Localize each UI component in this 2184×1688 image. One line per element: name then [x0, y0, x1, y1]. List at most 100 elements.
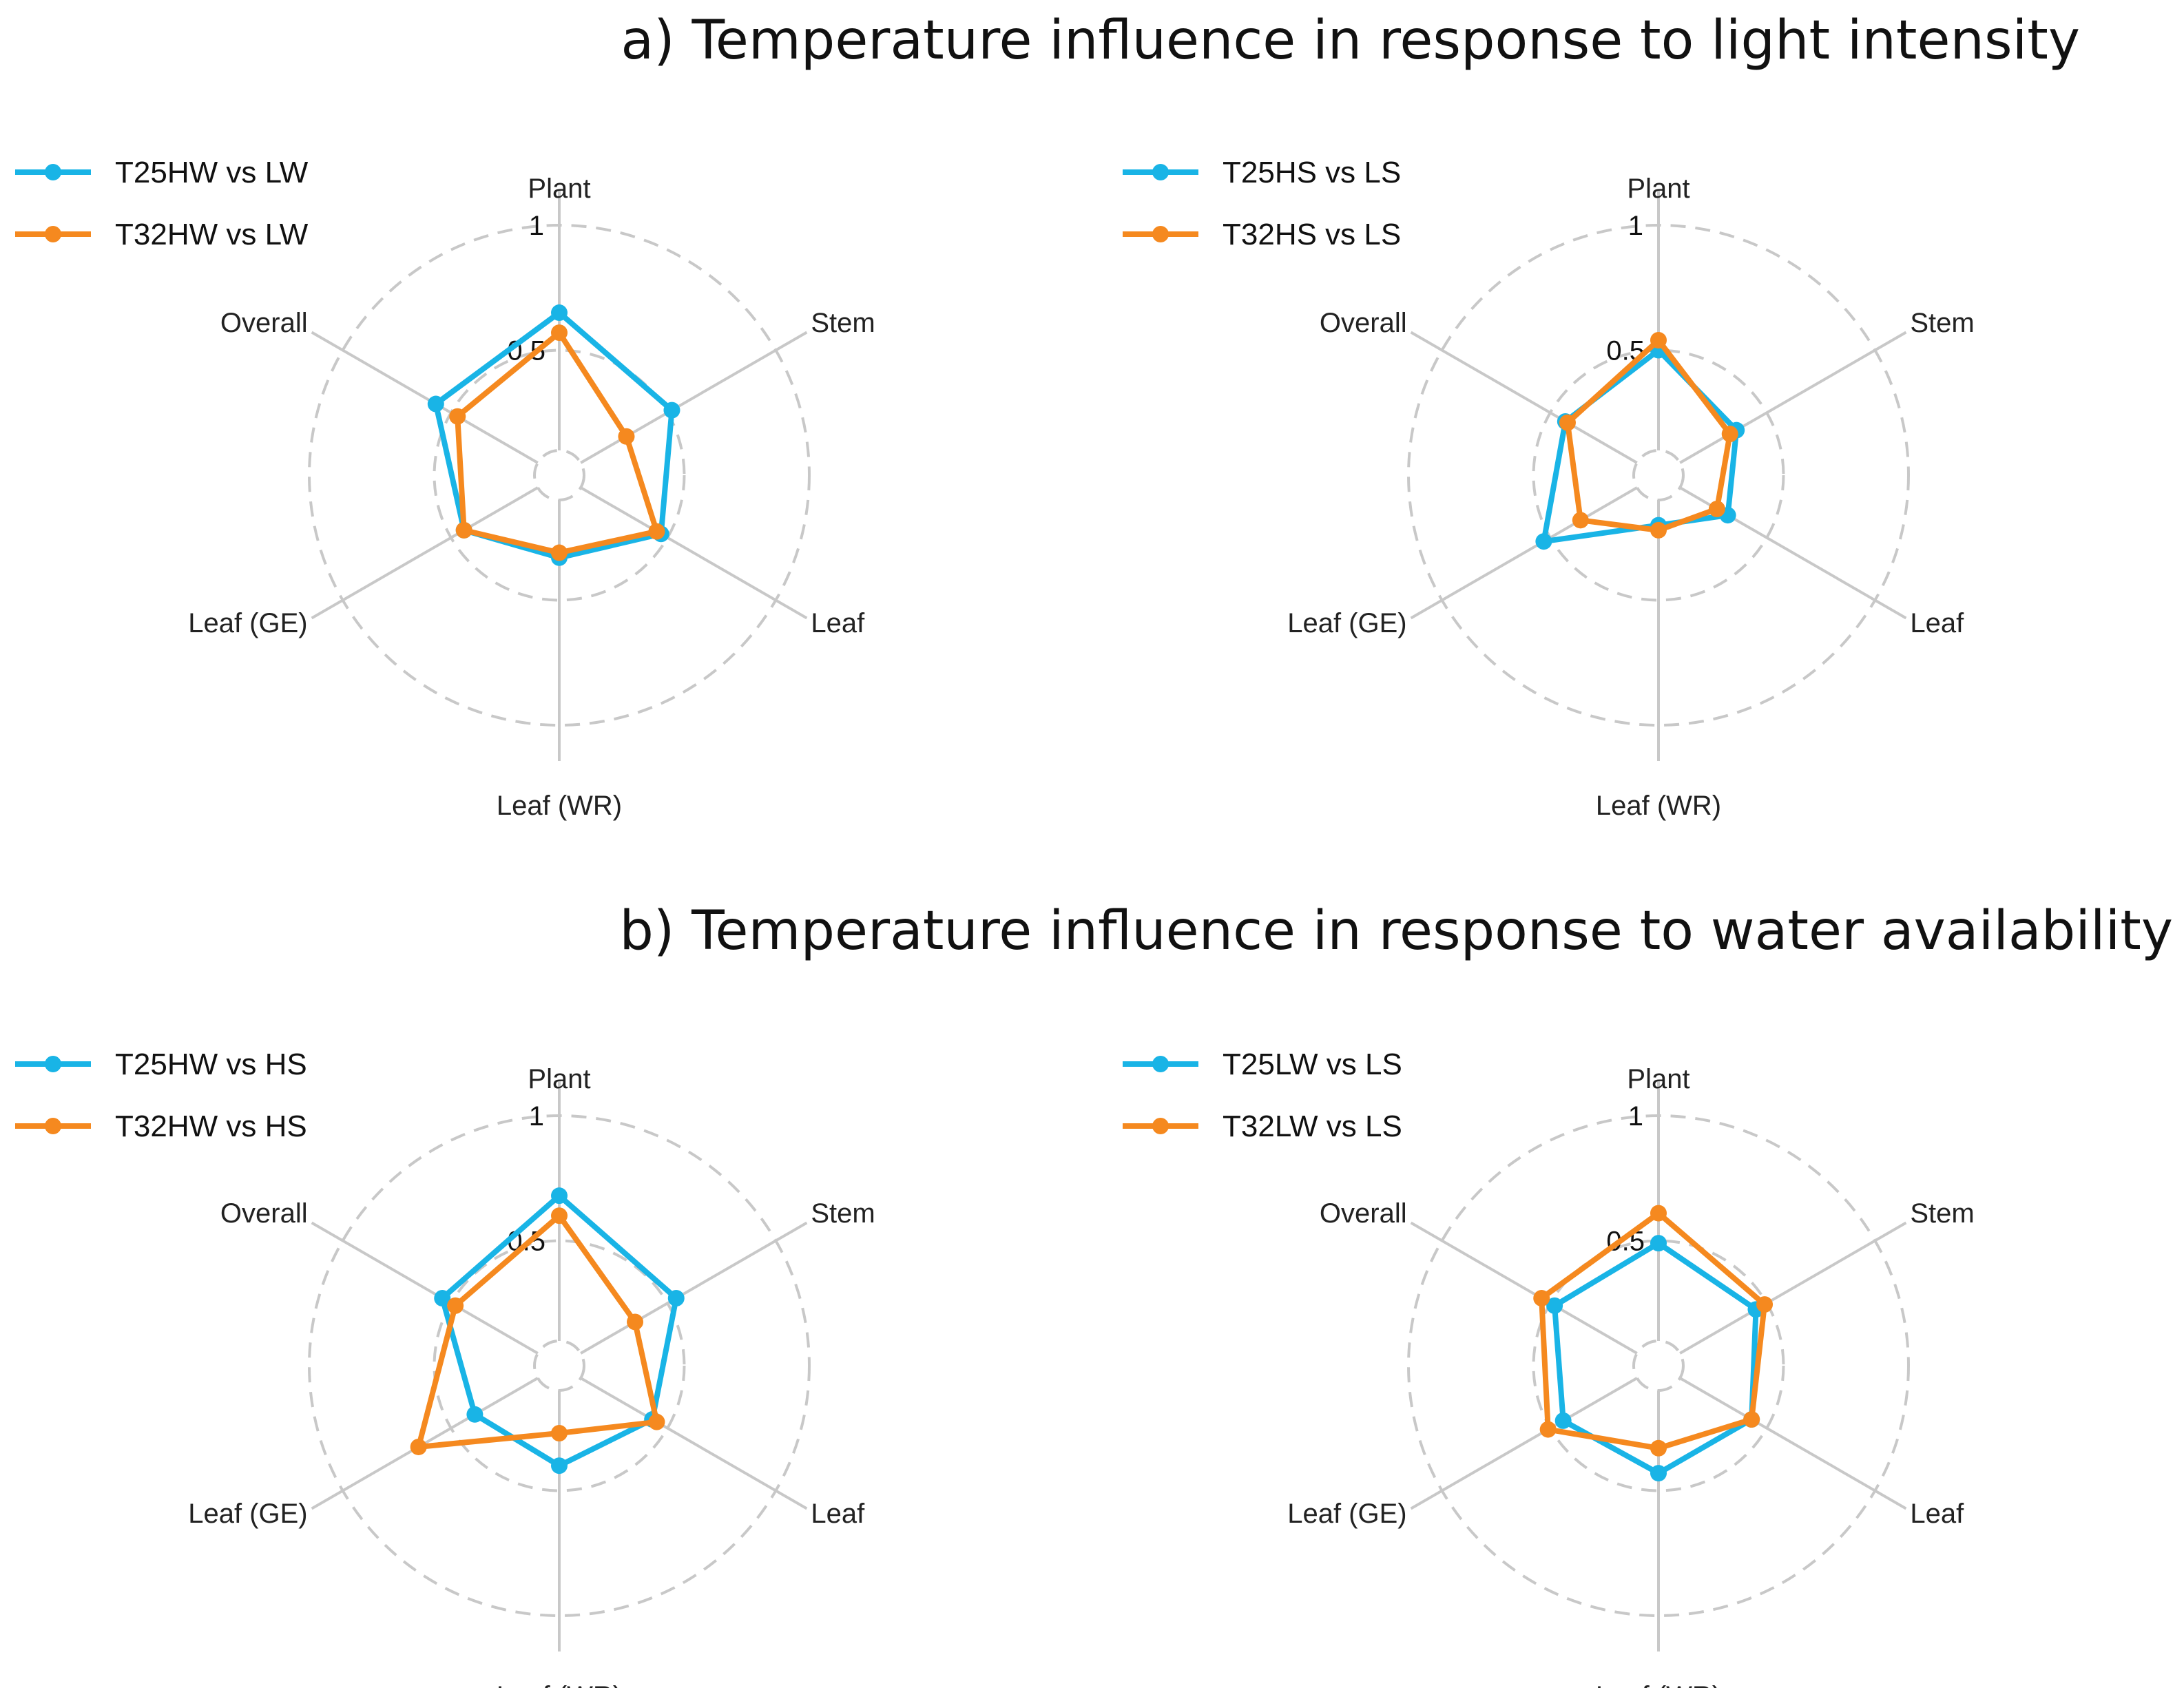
data-point — [618, 428, 635, 445]
data-point — [551, 544, 568, 561]
data-point — [1559, 414, 1576, 431]
legend-label: T25HW vs HS — [115, 1048, 307, 1081]
legend-swatch-marker — [45, 164, 61, 180]
legend-swatch-marker — [1152, 226, 1169, 242]
mid-grid-ring — [433, 348, 686, 602]
axis-label: Overall — [1320, 308, 1407, 338]
data-point — [551, 1207, 568, 1225]
tick-label: 1 — [529, 1101, 544, 1132]
axis-label: Overall — [220, 1198, 308, 1229]
legend-label: T32HW vs LW — [115, 218, 309, 251]
data-point — [1554, 1412, 1572, 1429]
data-point — [551, 324, 568, 342]
tick-label: 1 — [1628, 211, 1643, 241]
legend-swatch-marker — [45, 1118, 61, 1134]
spoke — [580, 331, 808, 464]
data-point — [434, 1289, 451, 1306]
axis-label: Leaf — [811, 608, 865, 638]
data-point — [1650, 1205, 1667, 1222]
inner-grid-ring — [533, 449, 585, 501]
spoke — [1679, 1377, 1907, 1510]
legend-label: T32LW vs LS — [1223, 1109, 1402, 1143]
axis-label: Leaf — [1910, 608, 1964, 638]
mid-grid-ring — [433, 1239, 686, 1492]
spoke — [580, 486, 808, 620]
heading-a: a) Temperature influence in response to … — [621, 10, 2080, 72]
data-point — [455, 521, 472, 539]
data-point — [648, 523, 665, 540]
data-point — [427, 395, 444, 413]
mid-grid-ring — [1532, 348, 1785, 602]
spoke — [1679, 1221, 1907, 1355]
legend-label: T25LW vs LS — [1223, 1048, 1402, 1081]
data-point — [1756, 1296, 1774, 1313]
radar-chart-b-right: Plant Stem Leaf Leaf (WR) Leaf (GE) Overall 0.… — [1123, 1048, 1975, 1688]
heading-b: b) Temperature influence in response to … — [619, 900, 2173, 962]
spoke — [1410, 1377, 1638, 1510]
spoke — [580, 1221, 808, 1355]
spoke — [1410, 331, 1638, 464]
spoke — [1410, 1221, 1638, 1355]
legend-label: T32HS vs LS — [1223, 218, 1401, 251]
data-point — [551, 1425, 568, 1442]
legend-swatch-marker — [1152, 1056, 1169, 1072]
inner-grid-ring — [533, 1340, 585, 1392]
inner-grid-ring — [1632, 449, 1685, 501]
axis-label: Leaf (WR) — [1596, 791, 1721, 821]
spoke — [580, 1377, 808, 1510]
axis-label: Plant — [1627, 174, 1689, 204]
axis-label: Leaf (WR) — [1596, 1681, 1721, 1688]
axis-label: Leaf (WR) — [497, 791, 622, 821]
series-line — [1551, 1240, 1759, 1477]
data-point — [1535, 533, 1552, 550]
axis-label: Overall — [220, 308, 308, 338]
mid-grid-ring — [1532, 1239, 1785, 1492]
data-point — [667, 1289, 685, 1306]
data-point — [466, 1406, 483, 1423]
axis-label: Plant — [528, 174, 590, 204]
tick-label: 0.5 — [1606, 1227, 1645, 1257]
axis-label: Leaf (GE) — [188, 608, 307, 638]
data-point — [1708, 501, 1725, 518]
axis-label: Leaf (GE) — [188, 1499, 307, 1529]
axis-label: Leaf (WR) — [497, 1681, 622, 1688]
axis-label: Stem — [811, 308, 875, 338]
tick-label: 1 — [1628, 1101, 1643, 1132]
legend-swatch-marker — [45, 1056, 61, 1072]
data-point — [447, 1297, 464, 1314]
legend-swatch-marker — [1152, 1118, 1169, 1134]
axis-label: Leaf — [811, 1499, 865, 1529]
inner-grid-ring — [1632, 1340, 1685, 1392]
data-point — [410, 1438, 427, 1455]
data-point — [551, 1187, 568, 1205]
spoke — [311, 486, 539, 620]
spoke — [1679, 331, 1907, 464]
axis-label: Overall — [1320, 1198, 1407, 1229]
data-point — [449, 408, 466, 425]
spoke — [311, 331, 539, 464]
spoke — [1410, 486, 1638, 620]
data-point — [1546, 1297, 1563, 1314]
data-point — [1743, 1411, 1760, 1428]
data-point — [1650, 1235, 1667, 1252]
data-point — [1650, 1465, 1667, 1482]
axis-label: Plant — [1627, 1064, 1689, 1094]
data-point — [1650, 1439, 1667, 1457]
axis-label: Stem — [1910, 308, 1974, 338]
legend-swatch-marker — [1152, 164, 1169, 180]
data-point — [1650, 331, 1667, 348]
spoke — [311, 1221, 539, 1355]
axis-label: Leaf (GE) — [1287, 1499, 1406, 1529]
data-point — [551, 304, 568, 322]
tick-label: 1 — [529, 211, 544, 241]
axis-label: Stem — [811, 1198, 875, 1229]
data-point — [663, 402, 680, 419]
legend-label: T32HW vs HS — [115, 1109, 307, 1143]
data-point — [1533, 1289, 1550, 1306]
data-point — [1572, 512, 1589, 529]
data-point — [627, 1313, 644, 1331]
radar-charts: Plant Stem Leaf Leaf (WR) Leaf (GE) Overall 0.… — [15, 156, 1975, 1688]
data-point — [1650, 521, 1667, 539]
